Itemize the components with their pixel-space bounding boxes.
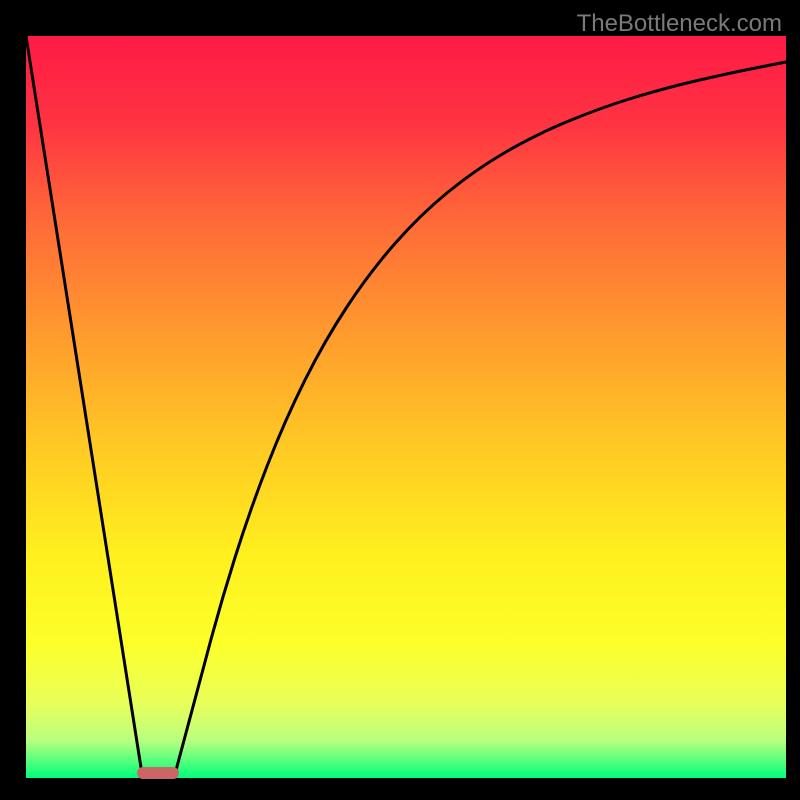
watermark-text: TheBottleneck.com bbox=[577, 10, 782, 38]
chart-plot-area bbox=[26, 36, 786, 778]
bottleneck-curve-chart bbox=[0, 0, 800, 800]
optimal-marker bbox=[137, 767, 179, 779]
chart-container: TheBottleneck.com bbox=[0, 0, 800, 800]
